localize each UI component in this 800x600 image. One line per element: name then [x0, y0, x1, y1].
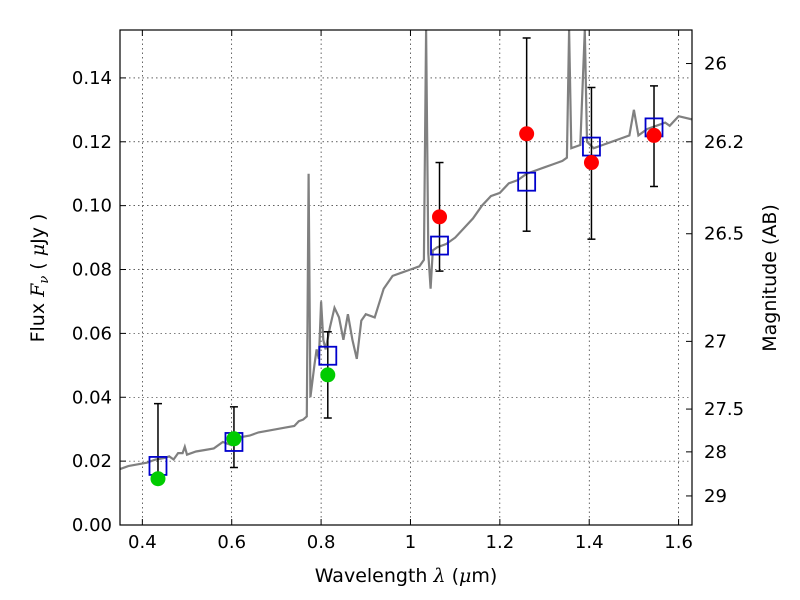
observed-flux-point-1-0: [150, 471, 166, 487]
grid-lines: [120, 30, 692, 526]
x-tick-label-5: 1.4: [575, 532, 604, 553]
right-tick-label-3: 27: [704, 331, 727, 352]
model-flux-square-4: [517, 171, 537, 192]
x-tick-label-4: 1.2: [486, 532, 515, 553]
x-tick-label-3: 1: [405, 532, 416, 553]
y-tick-label-0: 0.00: [72, 515, 112, 536]
x-tick-label-0: 0.4: [128, 532, 157, 553]
model-spectrum: [120, 30, 692, 471]
y-tick-label-7: 0.14: [72, 68, 112, 89]
plot-frame: [119, 29, 693, 526]
x-tick-label-2: 0.8: [307, 532, 336, 553]
right-axis-label: Magnitude (AB): [759, 204, 781, 352]
y-tick-label-3: 0.06: [72, 323, 112, 344]
y-axis-label: Flux Fν ( μJy ): [27, 214, 52, 343]
right-tick-label-5: 28: [704, 442, 727, 463]
right-tick-label-1: 26.2: [704, 132, 744, 153]
observed-flux-point-2-0: [432, 209, 448, 225]
right-tick-label-4: 27.5: [704, 399, 744, 420]
y-axis-ticks: 0.00 0.02 0.04 0.06 0.08 0.10 0.12 0.14: [72, 68, 126, 536]
observed-flux-point-2-1: [519, 126, 535, 142]
observed-flux-point-1-1: [226, 431, 242, 447]
y-tick-label-4: 0.08: [72, 260, 112, 281]
y-tick-label-6: 0.12: [72, 132, 112, 153]
right-tick-label-0: 26: [704, 54, 727, 75]
observed-flux-point-2-2: [583, 155, 599, 171]
photometry-markers: [148, 117, 664, 487]
x-tick-label-6: 1.6: [664, 532, 693, 553]
right-tick-label-6: 29: [704, 486, 727, 507]
y-tick-label-1: 0.02: [72, 451, 112, 472]
x-axis-ticks: 0.4 0.6 0.8 1 1.2 1.4 1.6: [128, 30, 693, 553]
observed-flux-point-1-2: [320, 367, 336, 383]
spectrum-line: [120, 30, 692, 471]
model-flux-square-2: [318, 345, 338, 366]
x-tick-label-1: 0.6: [217, 532, 246, 553]
observed-flux-point-2-3: [646, 127, 662, 143]
x-axis-label: Wavelength λ (μm): [315, 565, 498, 587]
model-flux-square-3: [430, 235, 449, 256]
right-axis-ticks: 26 26.2 26.5 27 27.5 28 29: [686, 54, 744, 507]
y-tick-label-5: 0.10: [72, 196, 112, 217]
right-tick-label-2: 26.5: [704, 224, 744, 245]
y-tick-label-2: 0.04: [72, 387, 112, 408]
